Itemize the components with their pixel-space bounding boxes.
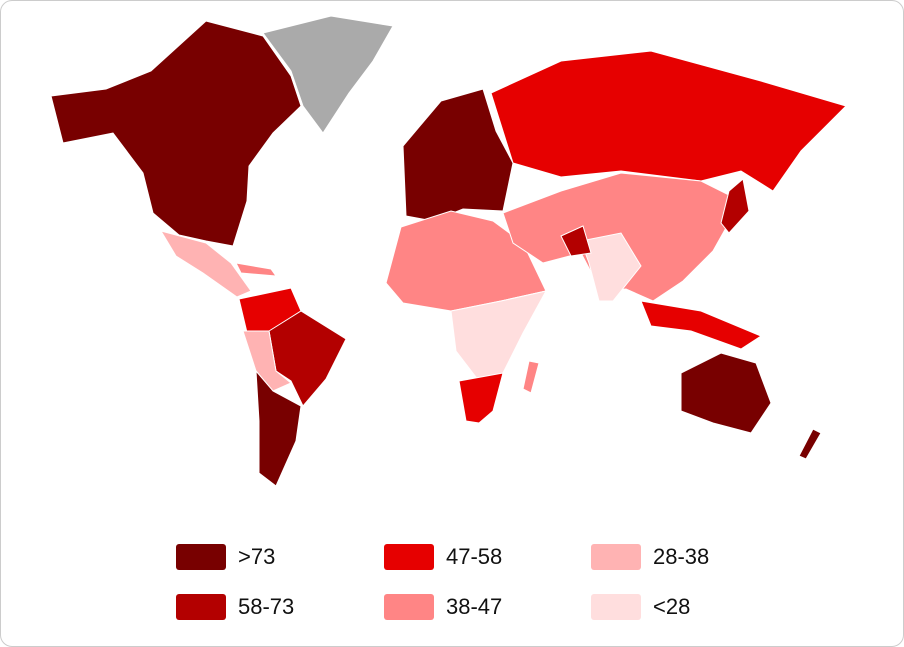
southeast-asia-islands xyxy=(640,300,763,350)
legend-swatch xyxy=(591,594,641,620)
new-zealand xyxy=(798,428,822,460)
legend-swatch xyxy=(591,544,641,570)
europe xyxy=(402,88,514,222)
central-africa xyxy=(450,290,547,382)
madagascar xyxy=(522,360,540,394)
legend-label: 28-38 xyxy=(653,544,709,569)
india xyxy=(580,232,642,302)
countries xyxy=(50,15,847,487)
legend-swatch xyxy=(384,594,434,620)
legend-label: <28 xyxy=(653,594,690,619)
russia xyxy=(490,50,847,192)
central-america xyxy=(159,230,252,298)
southern-africa xyxy=(458,372,504,424)
caribbean xyxy=(235,262,278,277)
australia xyxy=(680,352,772,434)
legend: >73 58-73 47-58 38-47 28-38 <28 xyxy=(176,544,709,620)
pakistan xyxy=(560,225,592,257)
legend-label: 47-58 xyxy=(446,544,502,569)
brazil xyxy=(268,310,347,407)
north-america xyxy=(50,20,302,247)
argentina-chile xyxy=(255,369,302,487)
japan xyxy=(720,178,750,234)
legend-label: 38-47 xyxy=(446,594,502,619)
legend-swatch xyxy=(176,594,226,620)
greenland xyxy=(262,15,394,134)
legend-swatch xyxy=(176,544,226,570)
legend-swatch xyxy=(384,544,434,570)
legend-label: 58-73 xyxy=(238,594,294,619)
legend-label: >73 xyxy=(238,544,275,569)
